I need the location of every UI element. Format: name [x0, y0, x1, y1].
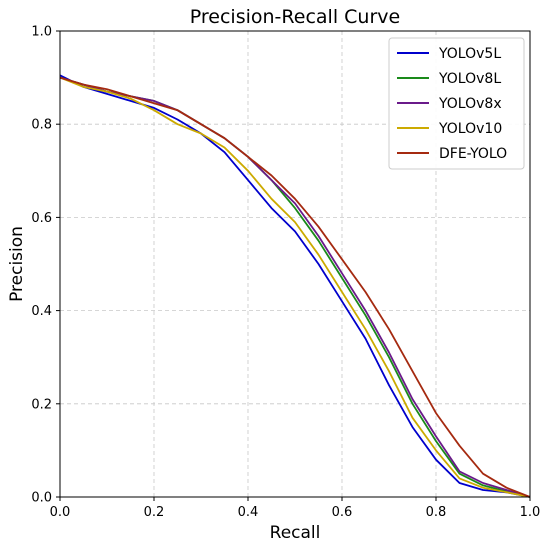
plot-frame	[59, 30, 531, 498]
y-tick-label: 1.0	[31, 25, 52, 40]
y-tick-label: 0.0	[31, 491, 52, 506]
x-tick-label: 0.6	[332, 505, 353, 520]
y-axis-ticks: 0.0 0.2 0.4 0.6 0.8 1.0	[31, 25, 60, 506]
x-axis-label: Recall	[270, 523, 321, 543]
series-line-yolov10	[59, 76, 531, 498]
x-tick-label: 1.0	[520, 505, 541, 520]
y-tick-label: 0.4	[31, 304, 52, 319]
chart-title: Precision-Recall Curve	[190, 6, 400, 28]
x-tick-label: 0.4	[238, 505, 259, 520]
x-axis-ticks: 0.0 0.2 0.4 0.6 0.8 1.0	[50, 497, 541, 520]
series-line-dfe-yolo	[59, 76, 531, 498]
legend-label: YOLOv8x	[438, 96, 502, 112]
y-axis-label: Precision	[7, 226, 27, 302]
legend-box	[388, 37, 525, 170]
x-tick-label: 0.8	[426, 505, 447, 520]
x-tick-label: 0.2	[144, 505, 165, 520]
legend-label: YOLOv8L	[438, 71, 501, 87]
y-tick-label: 0.2	[31, 397, 52, 412]
series-lines	[59, 74, 531, 498]
x-tick-label: 0.0	[50, 505, 71, 520]
legend: YOLOv5L YOLOv8L YOLOv8x YOLOv10 DFE-YOLO	[388, 37, 525, 170]
legend-label: YOLOv10	[438, 121, 502, 137]
y-tick-label: 0.6	[31, 211, 52, 226]
legend-label: DFE-YOLO	[439, 146, 507, 162]
y-tick-label: 0.8	[31, 118, 52, 133]
legend-label: YOLOv5L	[438, 46, 501, 62]
